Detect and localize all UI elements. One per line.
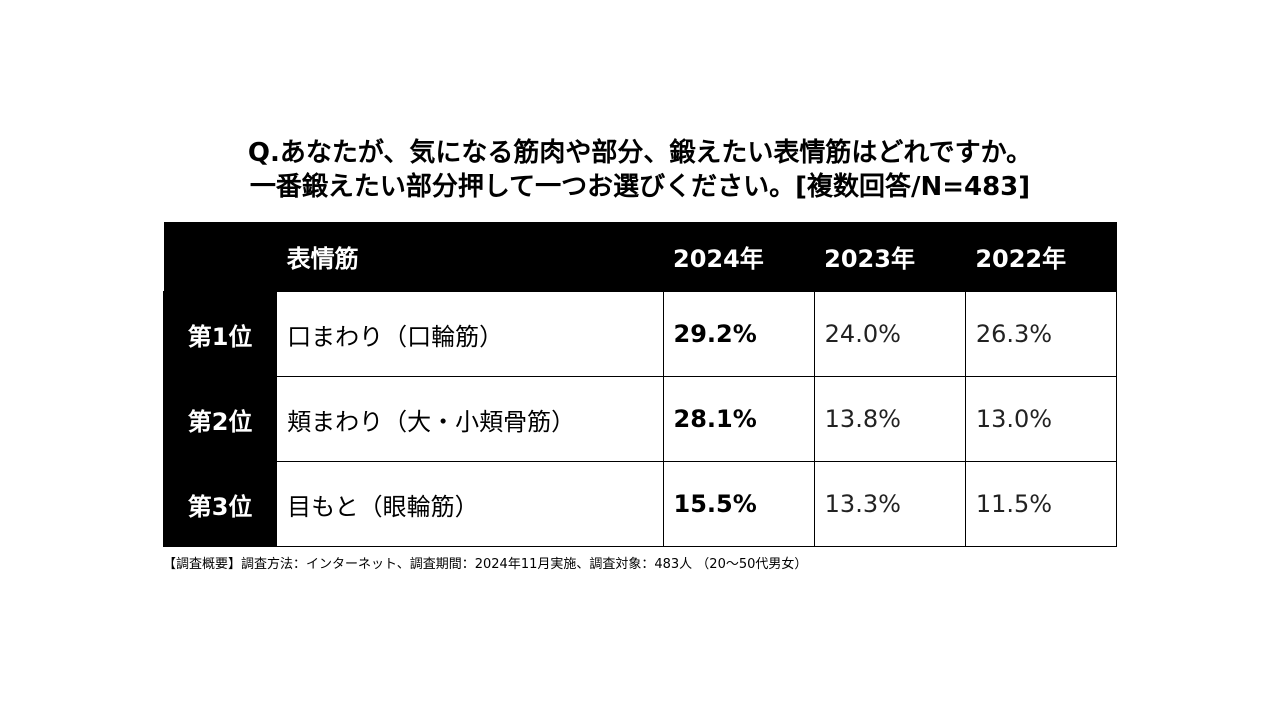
rank-label: 第3位 [162, 461, 278, 547]
table-header-row: 表情筋 2024年 2023年 2022年 [163, 222, 1117, 292]
value-2024: 15.5% [662, 461, 815, 547]
value-2023: 13.3% [813, 461, 966, 547]
value-2022: 13.0% [964, 376, 1118, 462]
table-row: 第2位 頬まわり（大・小頬骨筋） 28.1% 13.8% 13.0% [162, 376, 1118, 462]
value-2022: 26.3% [964, 291, 1118, 377]
value-2024: 28.1% [662, 376, 815, 462]
header-2023: 2023年 [814, 222, 966, 292]
muscle-name: 口まわり（口輪筋） [276, 291, 664, 377]
title-line-1: Q.あなたが、気になる筋肉や部分、鍛えたい表情筋はどれですか。 [247, 138, 1033, 168]
value-2022: 11.5% [964, 461, 1118, 547]
table-row: 第3位 目もと（眼輪筋） 15.5% 13.3% 11.5% [162, 461, 1118, 547]
ranking-table: 表情筋 2024年 2023年 2022年 第1位 口まわり（口輪筋） 29.2… [162, 222, 1118, 547]
chart-title: Q.あなたが、気になる筋肉や部分、鍛えたい表情筋はどれですか。 一番鍛えたい部分… [0, 136, 1280, 204]
value-2023: 13.8% [813, 376, 966, 462]
muscle-name: 頬まわり（大・小頬骨筋） [276, 376, 664, 462]
rank-label: 第1位 [162, 291, 278, 377]
title-line-2: 一番鍛えたい部分押して一つお選びください。[複数回答/N=483] [249, 172, 1031, 202]
muscle-name: 目もと（眼輪筋） [276, 461, 664, 547]
table-row: 第1位 口まわり（口輪筋） 29.2% 24.0% 26.3% [162, 291, 1118, 377]
survey-footnote: 【調査概要】調査方法：インターネット、調査期間：2024年11月実施、調査対象：… [163, 557, 808, 572]
rank-label: 第2位 [162, 376, 278, 462]
value-2023: 24.0% [813, 291, 966, 377]
header-muscle: 表情筋 [276, 222, 663, 292]
header-rank [163, 222, 277, 292]
value-2024: 29.2% [662, 291, 815, 377]
header-2024: 2024年 [663, 222, 815, 292]
header-2022: 2022年 [965, 222, 1117, 292]
